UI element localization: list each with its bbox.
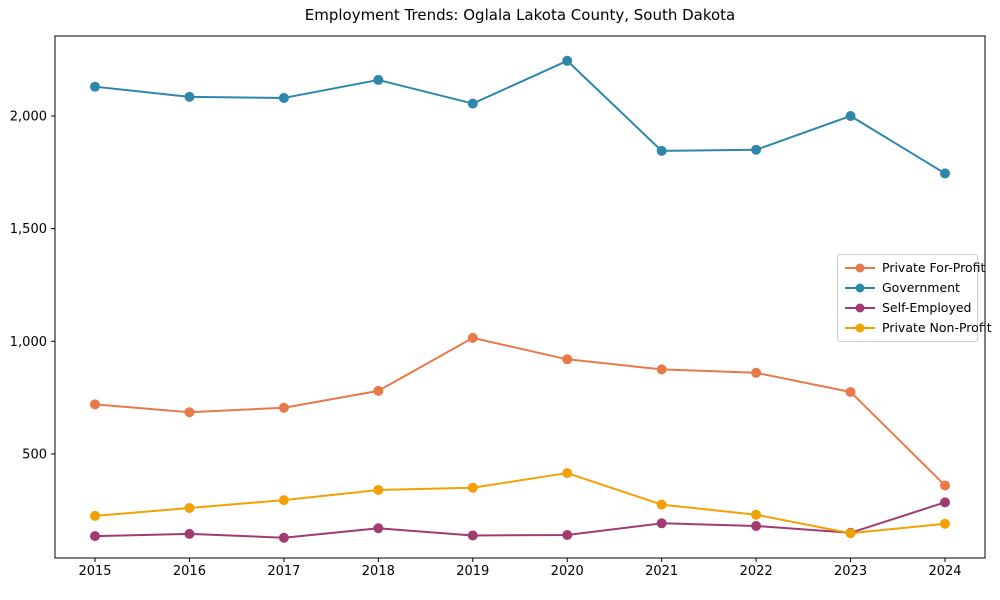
x-tick-label: 2019 — [456, 564, 489, 579]
data-point-government-2019 — [467, 98, 478, 109]
legend-marker-icon-government — [845, 283, 875, 293]
legend-label: Private For-Profit — [882, 259, 986, 275]
data-point-private-non-profit-2021 — [656, 499, 667, 510]
data-point-government-2022 — [751, 144, 762, 155]
data-point-private-for-profit-2016 — [184, 407, 195, 418]
legend: Private For-Profit Government Self-Employe… — [837, 254, 992, 342]
data-point-private-non-profit-2024 — [940, 518, 950, 529]
axes-spines — [54, 35, 986, 559]
legend-item-private-for-profit: Private For-Profit — [845, 261, 985, 275]
data-point-private-for-profit-2024 — [940, 480, 950, 491]
data-point-government-2023 — [845, 110, 856, 121]
data-point-government-2015 — [90, 81, 100, 92]
series-line-government — [94, 59, 946, 175]
plot-area: 2015 2016 2017 2018 2019 2020 2021 2022 2023 2024… — [10, 35, 986, 579]
data-point-government-2020 — [562, 55, 573, 66]
legend-marker-icon-self-employed — [845, 303, 875, 313]
data-point-private-for-profit-2020 — [562, 354, 573, 365]
legend-label: Private Non-Profit — [882, 319, 992, 335]
data-point-private-non-profit-2017 — [278, 495, 289, 506]
data-point-private-non-profit-2016 — [184, 502, 195, 513]
x-tick-label: 2017 — [267, 564, 300, 579]
y-tick-label: 500 — [22, 447, 47, 462]
legend-marker-icon-private-for-profit — [845, 263, 875, 273]
x-tick-label: 2016 — [173, 564, 206, 579]
chart-title: Employment Trends: Oglala Lakota County,… — [305, 6, 736, 24]
x-tick-label: 2023 — [834, 564, 867, 579]
x-tick-label: 2021 — [645, 564, 678, 579]
data-point-government-2017 — [278, 92, 289, 103]
legend-label: Government — [882, 279, 960, 295]
y-tick-label: 1,500 — [10, 222, 47, 237]
data-point-private-for-profit-2015 — [90, 399, 100, 410]
data-point-private-for-profit-2018 — [373, 385, 384, 396]
data-point-private-non-profit-2015 — [90, 510, 100, 521]
data-point-self-employed-2019 — [467, 530, 478, 541]
x-tick-label: 2015 — [78, 564, 111, 579]
data-point-government-2021 — [656, 145, 667, 156]
data-point-private-non-profit-2020 — [562, 468, 573, 479]
data-point-private-non-profit-2019 — [467, 482, 478, 493]
y-tick-label: 1,000 — [10, 335, 47, 350]
data-point-self-employed-2015 — [90, 531, 100, 542]
legend-marker-icon-private-non-profit — [845, 323, 875, 333]
data-point-private-for-profit-2019 — [467, 332, 478, 343]
data-point-self-employed-2017 — [278, 532, 289, 543]
data-point-private-non-profit-2018 — [373, 484, 384, 495]
data-point-self-employed-2021 — [656, 518, 667, 529]
x-tick-label: 2020 — [551, 564, 584, 579]
data-point-private-non-profit-2022 — [751, 509, 762, 520]
data-point-self-employed-2022 — [751, 521, 762, 532]
data-point-government-2016 — [184, 91, 195, 102]
x-tick-label: 2024 — [928, 564, 961, 579]
series-line-private-non-profit — [94, 472, 946, 535]
data-point-self-employed-2016 — [184, 528, 195, 539]
legend-item-government: Government — [845, 279, 970, 295]
data-point-private-for-profit-2023 — [845, 386, 856, 397]
x-tick-label: 2022 — [740, 564, 773, 579]
data-point-government-2024 — [940, 168, 950, 179]
data-point-private-for-profit-2021 — [656, 364, 667, 375]
y-tick-label: 2,000 — [10, 109, 47, 124]
data-point-self-employed-2024 — [940, 497, 950, 508]
legend-item-private-non-profit: Private Non-Profit — [845, 321, 992, 335]
legend-label: Self-Employed — [882, 299, 972, 315]
x-tick-label: 2018 — [362, 564, 395, 579]
legend-item-self-employed: Self-Employed — [845, 299, 972, 315]
data-point-private-for-profit-2017 — [278, 402, 289, 413]
data-point-government-2018 — [373, 74, 384, 85]
data-point-self-employed-2018 — [373, 523, 384, 534]
data-point-private-for-profit-2022 — [751, 367, 762, 378]
data-point-private-non-profit-2023 — [845, 528, 856, 539]
series-line-self-employed — [94, 501, 946, 539]
data-point-self-employed-2020 — [562, 530, 573, 541]
series-line-private-for-profit — [94, 336, 946, 487]
